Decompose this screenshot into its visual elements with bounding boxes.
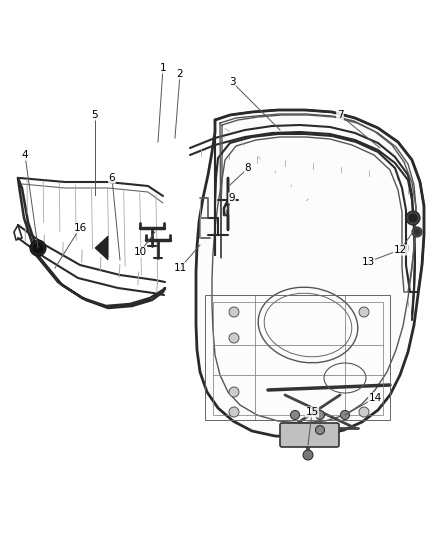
Circle shape	[303, 450, 313, 460]
Circle shape	[229, 387, 239, 397]
Text: 5: 5	[92, 110, 98, 120]
Text: 10: 10	[134, 247, 147, 257]
Circle shape	[359, 407, 369, 417]
Circle shape	[414, 229, 420, 235]
Circle shape	[229, 307, 239, 317]
Text: 1: 1	[160, 63, 166, 73]
Text: 6: 6	[109, 173, 115, 183]
Text: 7: 7	[337, 110, 343, 120]
FancyBboxPatch shape	[280, 423, 339, 447]
Text: 16: 16	[74, 223, 87, 233]
Circle shape	[229, 407, 239, 417]
Circle shape	[315, 410, 325, 419]
Circle shape	[412, 227, 422, 237]
Circle shape	[33, 243, 43, 253]
Text: 11: 11	[173, 263, 187, 273]
Circle shape	[229, 333, 239, 343]
Circle shape	[359, 307, 369, 317]
Text: 9: 9	[229, 193, 235, 203]
Text: 8: 8	[245, 163, 251, 173]
Circle shape	[340, 410, 350, 419]
Polygon shape	[18, 178, 165, 308]
Circle shape	[409, 214, 417, 222]
Circle shape	[406, 211, 420, 225]
Text: 15: 15	[305, 407, 318, 417]
Text: 12: 12	[393, 245, 406, 255]
Circle shape	[315, 425, 325, 434]
Text: 3: 3	[229, 77, 235, 87]
Text: 14: 14	[368, 393, 381, 403]
Text: 2: 2	[177, 69, 184, 79]
Circle shape	[30, 240, 46, 256]
Circle shape	[290, 410, 300, 419]
Polygon shape	[196, 110, 424, 437]
Text: 13: 13	[361, 257, 374, 267]
Text: 4: 4	[22, 150, 28, 160]
Polygon shape	[95, 236, 108, 260]
